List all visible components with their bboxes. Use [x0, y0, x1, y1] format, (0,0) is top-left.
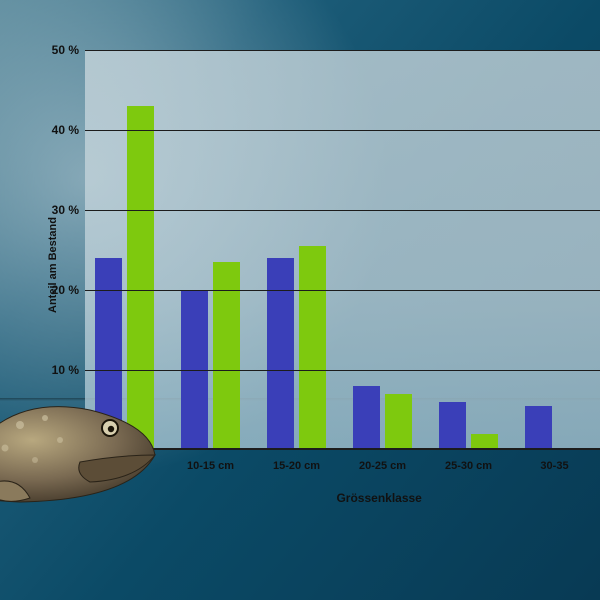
bar-series-b — [385, 394, 412, 450]
x-tick-label: 25-30 cm — [445, 460, 492, 472]
bar-container — [85, 50, 600, 450]
size-class-bar-chart: Anteil am Bestand 0 cm10-15 cm15-20 cm20… — [85, 50, 600, 480]
gridline — [85, 130, 600, 131]
gridline — [85, 290, 600, 291]
x-axis-baseline — [85, 448, 600, 450]
x-tick-label: 20-25 cm — [359, 460, 406, 472]
x-axis-labels: 0 cm10-15 cm15-20 cm20-25 cm25-30 cm30-3… — [85, 454, 600, 480]
plot-area — [85, 50, 600, 450]
x-tick-label: 30-35 — [540, 460, 568, 472]
gridline — [85, 210, 600, 211]
bar-series-b — [299, 246, 326, 450]
y-tick-label: 50 % — [35, 43, 79, 57]
x-axis-title: Grössenklasse — [336, 491, 421, 505]
x-tick-label: 15-20 cm — [273, 460, 320, 472]
y-tick-label: 40 % — [35, 123, 79, 137]
fish-image — [0, 370, 160, 510]
x-tick-label: 10-15 cm — [187, 460, 234, 472]
bar-series-a — [439, 402, 466, 450]
y-tick-label: 20 % — [35, 283, 79, 297]
bar-series-a — [267, 258, 294, 450]
y-tick-label: 30 % — [35, 203, 79, 217]
bar-series-a — [525, 406, 552, 450]
gridline — [85, 370, 600, 371]
gridline — [85, 50, 600, 51]
bar-series-a — [353, 386, 380, 450]
y-axis-label: Anteil am Bestand — [47, 217, 59, 313]
